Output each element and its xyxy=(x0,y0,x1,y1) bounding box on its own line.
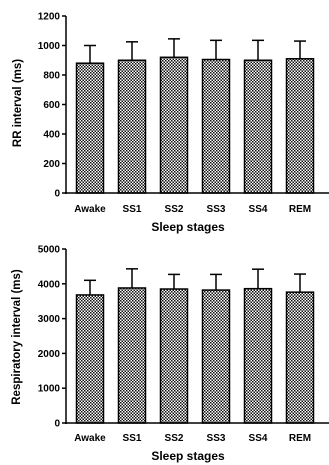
bar-ss2 xyxy=(159,56,189,194)
y-tick-label: 400 xyxy=(43,130,60,141)
x-tick-label: SS2 xyxy=(165,204,184,215)
y-tick-label: 2000 xyxy=(38,349,61,360)
y-axis-title: Respiratory interval (ms) xyxy=(11,269,23,405)
bar-ss1 xyxy=(117,59,147,194)
y-tick-label: 1000 xyxy=(38,41,61,52)
y-axis-title: RR interval (ms) xyxy=(12,59,24,147)
x-tick-label: SS1 xyxy=(123,433,142,444)
bar-ss2 xyxy=(159,288,189,424)
y-tick-label: 800 xyxy=(43,71,60,82)
y-tick-label: 0 xyxy=(54,419,60,430)
y-tick-label: 1000 xyxy=(38,384,61,395)
bar-ss3 xyxy=(201,58,231,194)
bar-ss3 xyxy=(201,289,231,424)
x-tick-label: SS4 xyxy=(249,433,268,444)
x-tick-label: Awake xyxy=(74,204,106,215)
bar-awake xyxy=(75,294,105,424)
y-tick-label: 600 xyxy=(43,100,60,111)
bar-ss1 xyxy=(117,287,147,424)
x-tick-label: Awake xyxy=(74,433,106,444)
bar-ss4 xyxy=(243,59,273,194)
bar-rem xyxy=(285,58,315,194)
respiratory-interval-chart: Respiratory interval (ms) Sleep stages A… xyxy=(11,245,329,463)
bar-rem xyxy=(285,291,315,424)
rr-interval-chart: RR interval (ms) Sleep stages Awake SS1 SS… xyxy=(12,12,329,234)
y-tick-label: 1200 xyxy=(38,12,61,23)
x-tick-label: SS1 xyxy=(123,204,142,215)
y-tick-label: 5000 xyxy=(38,245,61,256)
bar-ss4 xyxy=(243,287,273,424)
y-tick-label: 4000 xyxy=(38,279,61,290)
y-tick-label: 3000 xyxy=(38,314,61,325)
x-axis-title: Sleep stages xyxy=(151,220,225,234)
x-tick-label: SS4 xyxy=(249,204,268,215)
x-tick-label: REM xyxy=(289,433,311,444)
x-tick-label: REM xyxy=(289,204,311,215)
bar-awake xyxy=(75,62,105,194)
x-axis-title: Sleep stages xyxy=(151,449,225,463)
x-tick-label: SS3 xyxy=(207,433,226,444)
y-tick-label: 200 xyxy=(43,159,60,170)
x-tick-label: SS2 xyxy=(165,433,184,444)
x-tick-label: SS3 xyxy=(207,204,226,215)
y-tick-label: 0 xyxy=(54,189,60,200)
